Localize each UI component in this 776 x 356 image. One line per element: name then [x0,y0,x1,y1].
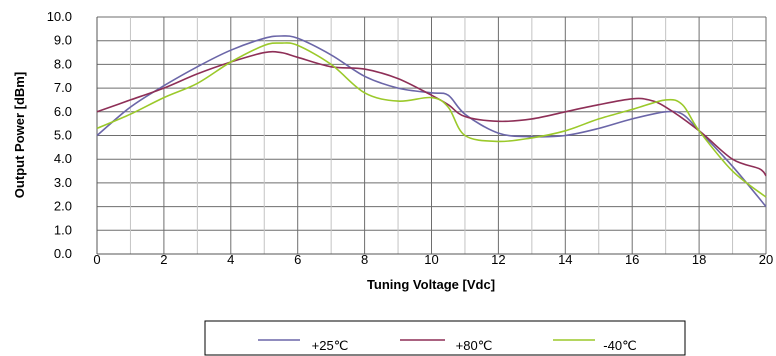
x-tick-label: 2 [160,252,167,267]
legend: +25℃ +80℃ -40℃ [204,320,686,356]
y-tick-label: 2.0 [54,199,72,214]
y-tick-label: 3.0 [54,175,72,190]
legend-box [204,320,686,356]
legend-entries: +25℃ +80℃ -40℃ [258,338,637,353]
x-tick-label: 12 [491,252,505,267]
x-tick-label: 8 [361,252,368,267]
series-line-1 [96,35,767,208]
tick-labels: 0.0 1.0 2.0 3.0 4.0 5.0 6.0 7.0 8.0 9.0 10.0 0 2 4 6 8 1… [47,9,774,267]
series-lines [96,35,767,208]
x-tick-label: 20 [759,252,773,267]
y-tick-label: 7.0 [54,80,72,95]
y-tick-label: 1.0 [54,222,72,237]
legend-label-1: +25℃ [312,338,349,353]
x-axis-title: Tuning Voltage [Vdc] [367,277,495,292]
y-tick-label: 5.0 [54,128,72,143]
y-tick-label: 0.0 [54,246,72,261]
y-tick-label: 4.0 [54,151,72,166]
y-tick-label: 6.0 [54,104,72,119]
y-tick-label: 8.0 [54,56,72,71]
x-tick-label: 18 [692,252,706,267]
legend-label-3: -40℃ [603,338,636,353]
y-axis-title: Output Power [dBm] [12,72,27,198]
x-tick-label: 4 [227,252,234,267]
x-tick-label: 14 [558,252,572,267]
legend-label-2: +80℃ [456,338,493,353]
y-tick-label: 10.0 [47,9,72,24]
x-tick-label: 0 [93,252,100,267]
x-tick-label: 16 [625,252,639,267]
x-tick-label: 10 [424,252,438,267]
x-tick-label: 6 [294,252,301,267]
series-line-3 [96,42,767,198]
y-tick-label: 9.0 [54,33,72,48]
grid-lines [97,16,767,255]
